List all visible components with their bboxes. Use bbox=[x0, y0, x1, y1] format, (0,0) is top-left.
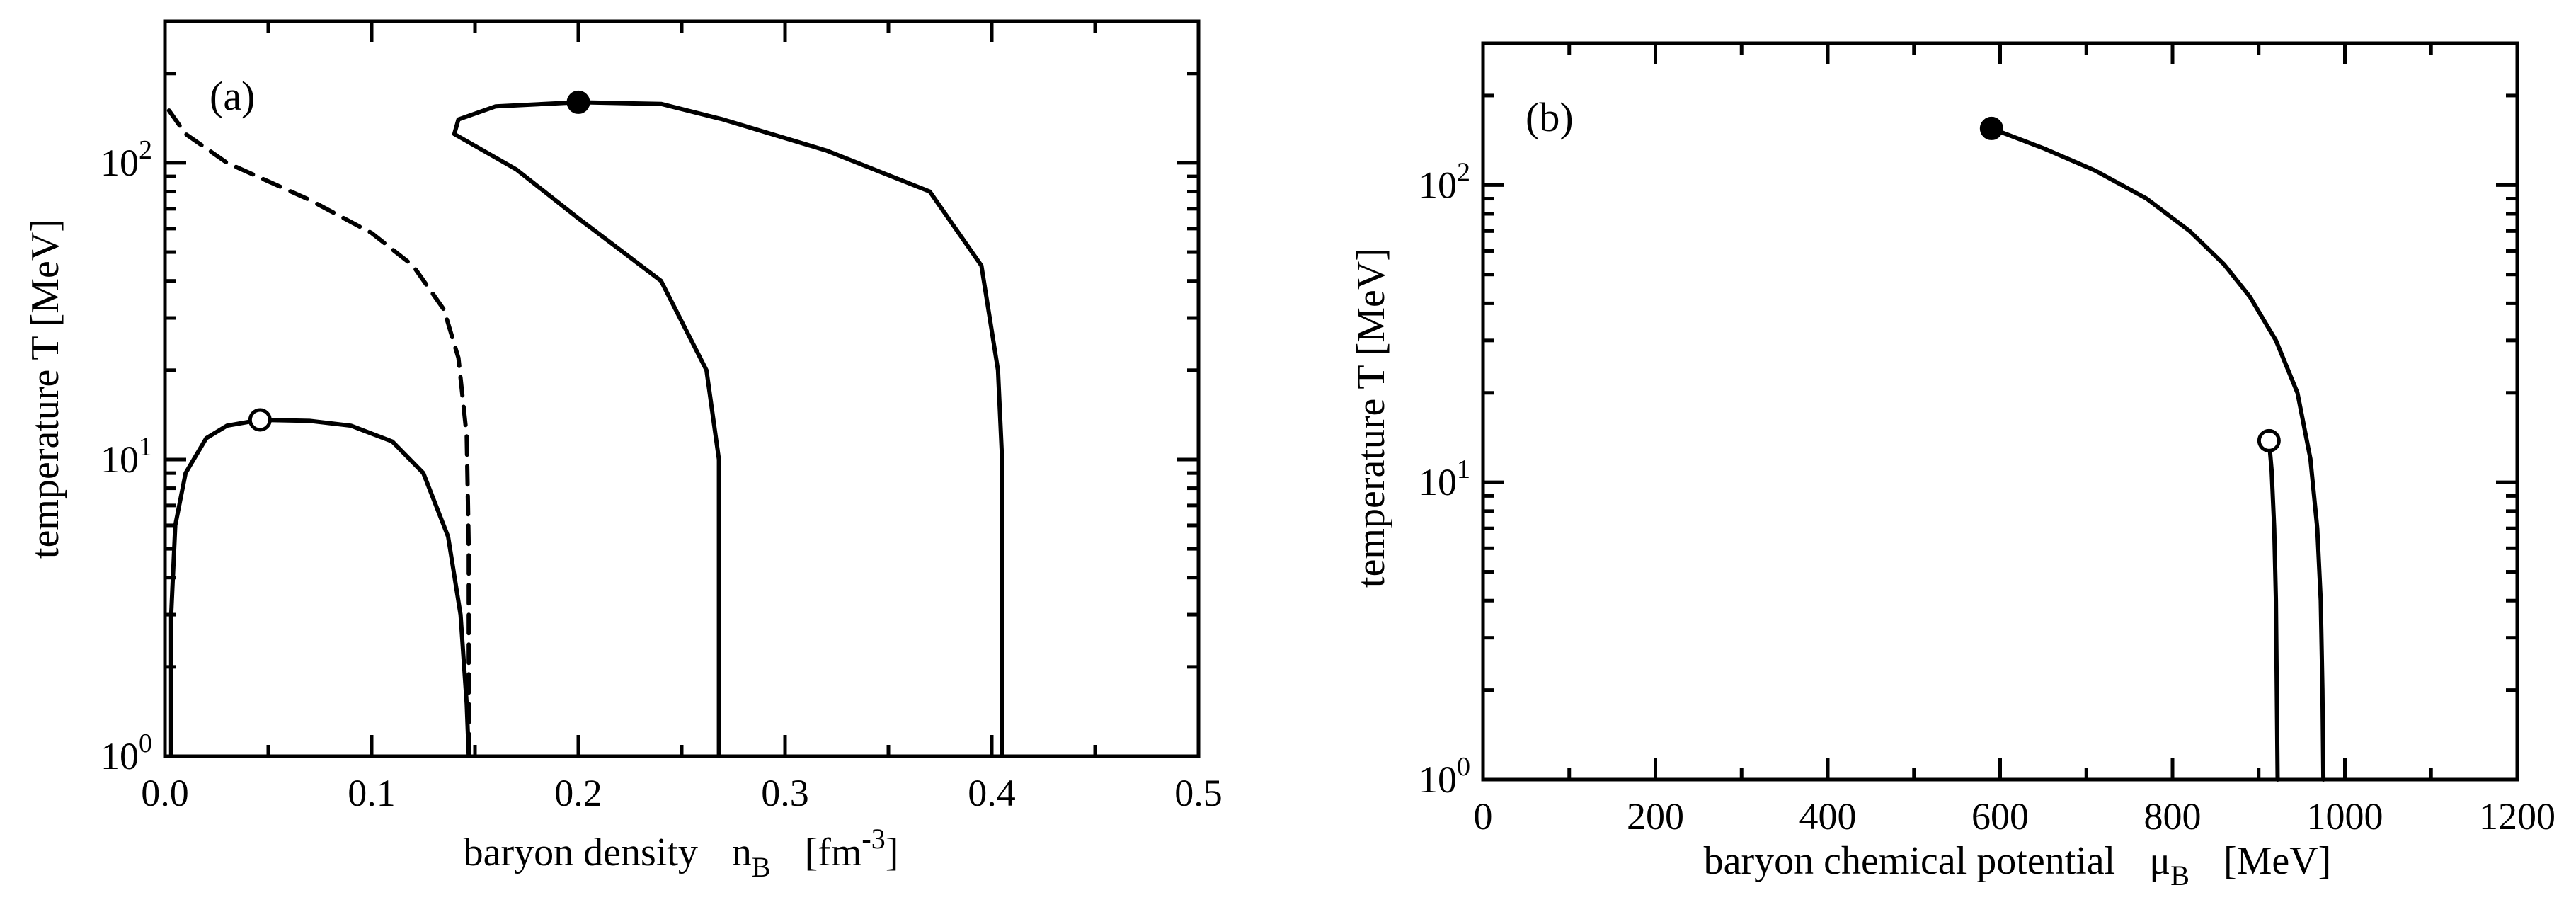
panel-a-y-tick-exponent: 1 bbox=[139, 432, 152, 462]
panel-a-x-axis-label: baryon density nB [fm-3] bbox=[464, 823, 899, 883]
panel-a-y-tick-base: 10 bbox=[101, 438, 139, 481]
panel-b-series-line-1 bbox=[1989, 126, 2326, 782]
panel-b-x-axis-label: baryon chemical potential μB [MeV] bbox=[1704, 839, 2332, 891]
panel-b-x-tick-label: 1000 bbox=[2307, 795, 2383, 838]
panel-a-x-axis-unit: [fm bbox=[805, 831, 862, 874]
panel-a-y-tick-label: 102 bbox=[101, 135, 152, 184]
panel-b-y-tick-label: 100 bbox=[1419, 752, 1470, 801]
panel-a-x-tick-label: 0.3 bbox=[761, 772, 809, 814]
panel-b-x-tick-label: 0 bbox=[1474, 795, 1493, 838]
panel-b-filled-point-marker bbox=[1979, 116, 2003, 140]
panel-a-x-axis-subscript: B bbox=[752, 851, 771, 883]
panel-a-x-axis-unit-exponent: -3 bbox=[861, 823, 885, 855]
panel-a-x-axis-label-text: baryon density bbox=[464, 831, 698, 874]
panel-b-frame bbox=[1481, 41, 2519, 782]
panel-a-y-tick-base: 10 bbox=[101, 142, 139, 184]
panel-a-y-tick-exponent: 0 bbox=[139, 729, 152, 758]
panel-b-x-axis-label-text: baryon chemical potential bbox=[1704, 839, 2116, 883]
panel-a-x-tick-label: 0.0 bbox=[141, 772, 189, 814]
panel-a-y-tick-label: 100 bbox=[101, 729, 152, 777]
panel-b-label: (b) bbox=[1525, 94, 1574, 140]
panel-a-x-axis-symbol: n bbox=[732, 831, 752, 874]
panel-a-y-tick-base: 10 bbox=[101, 735, 139, 777]
panel-b-x-axis-unit: [MeV] bbox=[2223, 839, 2331, 883]
panel-a-label: (a) bbox=[210, 73, 255, 119]
panel-b-series-line-2 bbox=[2267, 438, 2280, 782]
panel-a-series-line-1 bbox=[168, 418, 471, 758]
panel-a-frame bbox=[163, 19, 1201, 758]
panel-b-x-tick-label: 600 bbox=[1971, 795, 2029, 838]
panel-a-y-tick-label: 101 bbox=[101, 432, 152, 481]
panel-a-open-point-marker bbox=[248, 408, 272, 432]
panel-a-y-axis-label: temperature T [MeV] bbox=[23, 219, 67, 559]
panel-a-x-tick-label: 0.5 bbox=[1174, 772, 1223, 814]
panel-b-y-tick-base: 10 bbox=[1419, 164, 1457, 206]
panel-b-x-tick-label: 400 bbox=[1799, 795, 1857, 838]
panel-a-x-tick-label: 0.2 bbox=[554, 772, 602, 814]
panel-b-x-tick-label: 800 bbox=[2144, 795, 2202, 838]
panel-a-x-tick-label: 0.1 bbox=[348, 772, 396, 814]
panel-a-filled-point-marker bbox=[566, 90, 590, 114]
panel-b-x-tick-label: 200 bbox=[1627, 795, 1684, 838]
panel-b-y-tick-base: 10 bbox=[1419, 758, 1457, 801]
panel-b-x-axis-symbol: μ bbox=[2149, 839, 2170, 883]
panel-b-open-point-marker bbox=[2257, 428, 2281, 452]
panel-b-y-tick-exponent: 2 bbox=[1457, 157, 1470, 187]
panel-b-y-tick-label: 102 bbox=[1419, 157, 1470, 206]
panel-b-y-axis-label: temperature T [MeV] bbox=[1349, 248, 1393, 588]
panel-b-y-tick-base: 10 bbox=[1419, 461, 1457, 503]
panel-b-y-tick-exponent: 1 bbox=[1457, 455, 1470, 484]
panel-b-x-tick-label: 1200 bbox=[2479, 795, 2555, 838]
panel-a-series-line-3 bbox=[452, 100, 1004, 758]
panel-a-series-line-2 bbox=[166, 108, 471, 758]
panel-b-y-tick-label: 101 bbox=[1419, 455, 1470, 503]
panel-b-x-axis-subscript: B bbox=[2170, 860, 2189, 891]
panel-b-y-tick-exponent: 0 bbox=[1457, 752, 1470, 782]
panel-a-x-tick-label: 0.4 bbox=[968, 772, 1016, 814]
panel-a-x-axis-unit-close: ] bbox=[886, 831, 899, 874]
panel-a-y-tick-exponent: 2 bbox=[139, 135, 152, 165]
